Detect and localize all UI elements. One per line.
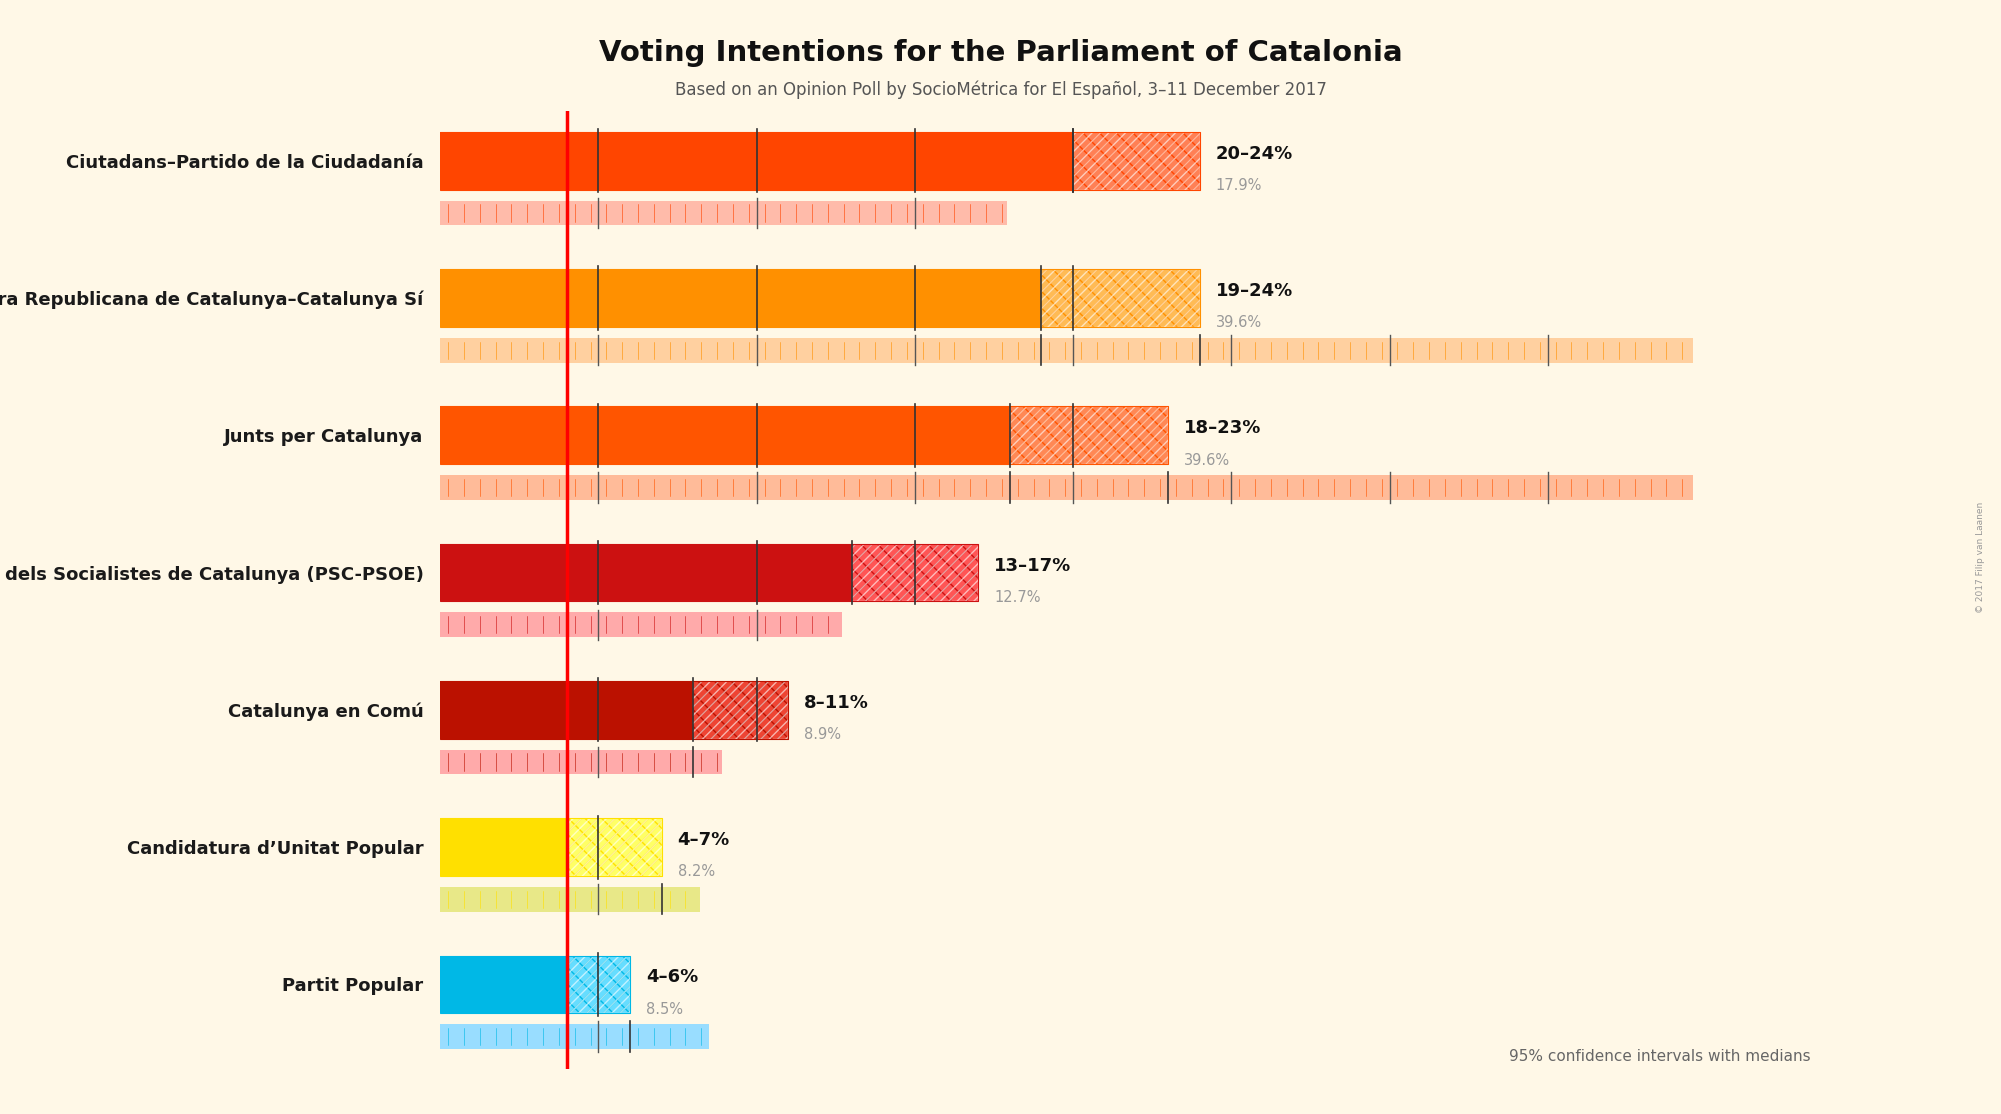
Bar xyxy=(440,201,1007,225)
Text: 4–6%: 4–6% xyxy=(646,968,698,987)
Bar xyxy=(1041,270,1201,326)
Bar xyxy=(440,1024,708,1049)
Text: 13–17%: 13–17% xyxy=(994,557,1071,575)
Bar xyxy=(440,819,662,876)
Text: 19–24%: 19–24% xyxy=(1215,282,1293,300)
Bar xyxy=(440,407,1011,465)
Bar xyxy=(566,956,630,1013)
Text: 95% confidence intervals with medians: 95% confidence intervals with medians xyxy=(1509,1049,1811,1064)
Text: 12.7%: 12.7% xyxy=(994,589,1041,605)
Text: 39.6%: 39.6% xyxy=(1215,315,1261,330)
Bar xyxy=(566,819,662,876)
Text: 8–11%: 8–11% xyxy=(804,694,868,712)
Bar xyxy=(694,681,788,739)
Bar xyxy=(852,544,978,602)
Bar xyxy=(1073,131,1201,189)
Bar xyxy=(1041,270,1201,326)
Text: 8.2%: 8.2% xyxy=(678,864,714,879)
Bar xyxy=(1073,131,1201,189)
Bar xyxy=(440,681,788,739)
Bar xyxy=(440,544,978,602)
Bar xyxy=(440,613,842,637)
Bar xyxy=(440,407,1169,465)
Bar xyxy=(566,819,662,876)
Bar xyxy=(440,131,1073,189)
Bar xyxy=(440,681,694,739)
Bar xyxy=(440,956,630,1013)
Bar xyxy=(852,544,978,602)
Bar xyxy=(694,681,788,739)
Text: Voting Intentions for the Parliament of Catalonia: Voting Intentions for the Parliament of … xyxy=(598,39,1403,67)
Bar xyxy=(1073,131,1201,189)
Text: 39.6%: 39.6% xyxy=(1185,452,1231,468)
Bar xyxy=(440,956,566,1013)
Text: 8.5%: 8.5% xyxy=(646,1001,682,1017)
Bar xyxy=(694,681,788,739)
Text: 4–7%: 4–7% xyxy=(678,831,730,849)
Bar xyxy=(1041,270,1201,326)
Bar xyxy=(1011,407,1169,465)
Bar xyxy=(440,544,852,602)
Bar xyxy=(440,338,1693,362)
Bar xyxy=(440,131,1201,189)
Bar xyxy=(566,956,630,1013)
Bar xyxy=(440,476,1693,500)
Bar xyxy=(566,956,630,1013)
Text: © 2017 Filip van Laanen: © 2017 Filip van Laanen xyxy=(1977,501,1985,613)
Text: 17.9%: 17.9% xyxy=(1215,178,1263,193)
Text: 20–24%: 20–24% xyxy=(1215,145,1293,163)
Bar xyxy=(566,819,662,876)
Bar xyxy=(440,270,1041,326)
Bar xyxy=(440,750,722,774)
Bar xyxy=(440,887,700,911)
Bar xyxy=(440,819,566,876)
Text: 8.9%: 8.9% xyxy=(804,727,840,742)
Bar xyxy=(852,544,978,602)
Bar xyxy=(440,270,1201,326)
Text: Based on an Opinion Poll by SocioMétrica for El Español, 3–11 December 2017: Based on an Opinion Poll by SocioMétrica… xyxy=(674,80,1327,99)
Bar xyxy=(1011,407,1169,465)
Bar xyxy=(1011,407,1169,465)
Text: 18–23%: 18–23% xyxy=(1185,420,1261,438)
